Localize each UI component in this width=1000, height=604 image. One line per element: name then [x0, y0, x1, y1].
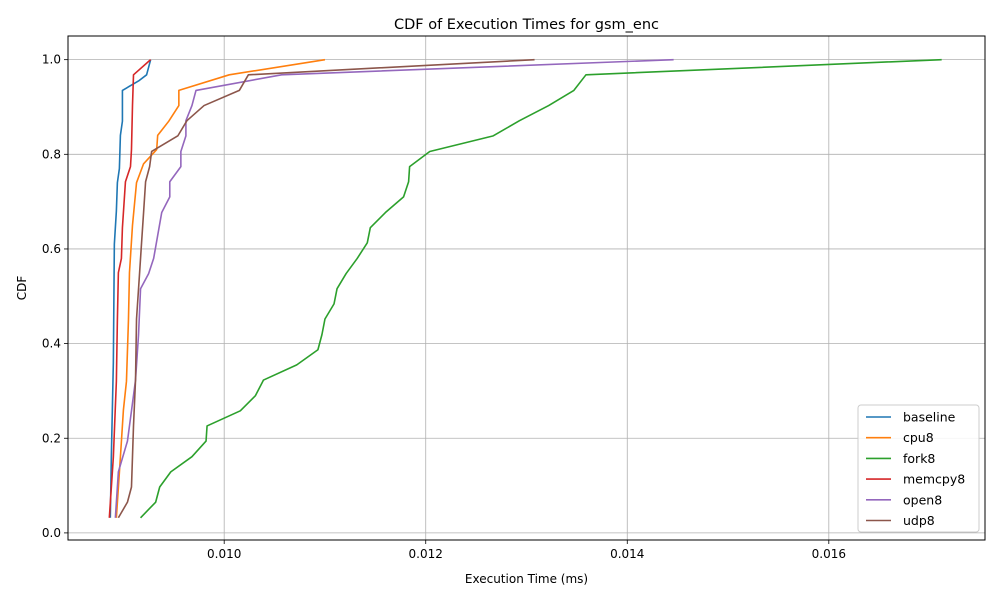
y-tick-label: 0.0	[42, 526, 61, 540]
legend-label-open8: open8	[903, 492, 942, 507]
plot-frame	[67, 35, 986, 541]
y-tick-label: 0.2	[42, 431, 61, 445]
y-tick-label: 1.0	[42, 53, 61, 67]
y-tick-label: 0.8	[42, 147, 61, 161]
x-tick-label: 0.016	[812, 547, 846, 561]
x-tick-label: 0.014	[610, 547, 644, 561]
legend-label-cpu8: cpu8	[903, 430, 934, 445]
y-tick-label: 0.4	[42, 337, 61, 351]
y-axis-label: CDF	[15, 276, 29, 301]
series-line-udp8	[117, 58, 535, 519]
y-tick-label: 0.6	[42, 242, 61, 256]
x-tick-label: 0.012	[409, 547, 443, 561]
x-tick-label: 0.010	[207, 547, 241, 561]
axis-ticks: 0.010 0.012 0.014 0.016 0.0 0.2 0.4 0.6 0.8 1.0	[42, 53, 846, 561]
chart-title: CDF of Execution Times for gsm_enc	[394, 17, 659, 33]
legend: baseline cpu8 fork8 memcpy8 open8 udp8	[857, 404, 980, 533]
legend-label-fork8: fork8	[903, 451, 935, 466]
legend-label-baseline: baseline	[903, 410, 956, 425]
series-line-fork8	[139, 58, 942, 519]
series-line-memcpy8	[108, 59, 152, 518]
legend-items: baseline cpu8 fork8 memcpy8 open8 udp8	[866, 410, 965, 528]
legend-label-memcpy8: memcpy8	[903, 472, 965, 487]
series-line-open8	[114, 58, 674, 518]
series-line-baseline	[109, 59, 152, 518]
series-line-cpu8	[115, 58, 326, 518]
x-axis-label: Execution Time (ms)	[465, 572, 588, 586]
series-lines	[108, 58, 942, 519]
legend-label-udp8: udp8	[903, 513, 935, 528]
grid-lines	[68, 36, 985, 540]
